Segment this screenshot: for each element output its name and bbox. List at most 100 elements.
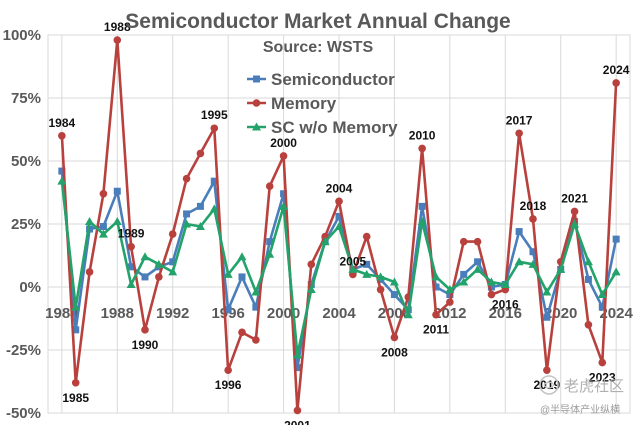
data-point-sc-w-o-memory [320,237,330,246]
data-point-memory [307,260,316,269]
annotation-label: 1995 [201,108,228,122]
x-tick-label: 2004 [322,305,356,322]
axis-layer: -50% -25% 0% 25% 50% 75% 100% 1984 1988 1992 1996 2… [3,27,634,422]
data-point-sc-w-o-memory [195,222,205,231]
data-point-sc-w-o-memory [431,272,441,281]
data-point-semiconductor [113,187,121,195]
annotation-label: 1985 [62,391,89,405]
data-point-sc-w-o-memory [473,264,483,273]
annotation-label: 1996 [215,378,242,392]
data-point-memory [543,366,551,374]
data-point-memory [293,406,302,415]
data-point-sc-w-o-memory [376,272,386,281]
annotation-layer: 1984 1985 1988 1989 1990 1995 1996 2000 2001 2004… [49,20,630,430]
data-point-memory [529,215,537,223]
data-point-memory [210,124,219,133]
annotation-label: 1989 [118,227,145,241]
annotation-label: 2010 [409,128,436,142]
y-tick-label: 75% [11,90,41,107]
y-tick-label: 100% [3,27,41,44]
data-point-semiconductor [335,212,343,220]
data-point-sc-w-o-memory [223,269,233,278]
data-point-semiconductor [418,202,426,210]
data-point-semiconductor [307,280,315,288]
x-tick-label: 1996 [211,305,244,322]
data-point-semiconductor [460,270,468,278]
data-point-semiconductor [238,273,246,281]
data-point-sc-w-o-memory [237,252,247,261]
legend-marker-memory [252,99,261,107]
data-point-sc-w-o-memory [168,267,178,276]
data-point-memory [113,36,122,44]
data-point-memory [584,321,593,329]
data-point-semiconductor [515,228,523,236]
data-point-memory [127,242,135,251]
data-point-semiconductor [598,303,606,311]
y-tick-label: -50% [6,405,41,422]
data-point-sc-w-o-memory [306,285,316,294]
data-point-semiconductor [280,190,288,198]
data-point-memory [487,290,496,299]
data-point-memory [265,182,274,190]
data-point-semiconductor [72,326,80,334]
data-point-memory [446,298,454,306]
data-point-sc-w-o-memory [556,264,566,273]
data-point-memory [168,230,177,238]
data-point-semiconductor [543,313,551,321]
data-point-sc-w-o-memory [292,350,302,359]
data-point-semiconductor [252,303,260,311]
data-point-semiconductor [141,273,149,281]
chart-title: Semiconductor Market Annual Change [125,10,510,33]
data-point-sc-w-o-memory [140,252,150,261]
annotation-label: 1988 [104,20,131,34]
data-point-sc-w-o-memory [85,216,95,225]
data-point-sc-w-o-memory [209,204,219,213]
x-tick-label: 1992 [156,305,189,322]
data-point-sc-w-o-memory [417,216,427,225]
y-tick-label: 0% [19,279,41,296]
data-point-sc-w-o-memory [112,216,122,225]
legend-marker-semiconductor [253,75,260,83]
data-point-memory [459,237,468,246]
plot-area-border [47,34,631,414]
annotation-label: 2000 [270,136,297,150]
data-point-semiconductor [487,283,495,291]
data-point-sc-w-o-memory [459,277,469,286]
annotation-label: 1984 [49,116,76,130]
data-point-sc-w-o-memory [597,290,607,299]
x-tick-label: 2024 [599,305,633,322]
watermark-logo-icon [539,375,559,395]
data-point-memory [155,273,163,281]
data-point-semiconductor [612,235,620,243]
data-point-memory [612,79,620,87]
data-point-semiconductor [99,223,107,231]
data-point-sc-w-o-memory [126,279,136,288]
data-point-sc-w-o-memory [403,310,413,319]
annotation-label: 2005 [340,254,367,268]
y-tick-label: 50% [11,153,41,170]
data-point-memory [99,189,108,198]
annotation-label: 2021 [561,191,588,205]
data-point-sc-w-o-memory [71,302,81,311]
y-tick-label: -25% [6,342,41,359]
data-point-semiconductor [390,291,398,299]
data-point-sc-w-o-memory [251,287,261,296]
annotation-label: 2023 [589,371,616,385]
data-point-sc-w-o-memory [334,222,344,231]
data-point-sc-w-o-memory [182,219,192,228]
data-point-semiconductor [446,291,454,299]
data-point-semiconductor [474,258,482,266]
data-point-sc-w-o-memory [362,269,372,278]
data-point-memory [376,285,385,294]
data-point-semiconductor [183,210,191,218]
data-point-memory [58,132,66,140]
x-tick-label: 2016 [489,305,522,322]
annotation-label: 2001 [284,418,311,425]
data-point-memory [252,336,260,344]
data-point-memory [238,328,246,337]
data-point-memory [85,268,94,276]
data-point-sc-w-o-memory [514,257,524,266]
data-point-memory [335,197,343,206]
data-point-sc-w-o-memory [265,249,275,258]
data-point-semiconductor [58,167,66,175]
